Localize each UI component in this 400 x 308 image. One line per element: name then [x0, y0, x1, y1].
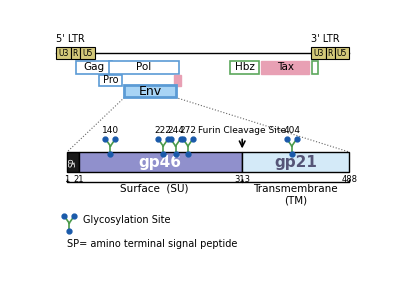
Text: Pol: Pol — [136, 63, 151, 72]
Text: 1: 1 — [64, 175, 70, 184]
Text: Gag: Gag — [84, 63, 105, 72]
Bar — [262, 61, 310, 74]
Bar — [71, 47, 80, 59]
Bar — [80, 47, 95, 59]
Text: 140: 140 — [102, 126, 119, 136]
Text: 5' LTR: 5' LTR — [56, 34, 85, 44]
Text: Env: Env — [138, 85, 162, 98]
Bar — [76, 61, 112, 74]
Bar — [334, 47, 350, 59]
Text: 272: 272 — [180, 126, 196, 136]
Text: 222: 222 — [155, 126, 172, 136]
Text: gp21: gp21 — [274, 155, 317, 170]
Bar — [99, 75, 122, 86]
Text: Furin Cleavage Site: Furin Cleavage Site — [198, 126, 286, 135]
Text: Hbz: Hbz — [234, 63, 254, 72]
Bar — [56, 47, 71, 59]
Text: 488: 488 — [341, 175, 357, 184]
Bar — [326, 47, 334, 59]
Text: 244: 244 — [167, 126, 184, 136]
Bar — [242, 152, 349, 172]
Text: U3: U3 — [58, 49, 69, 58]
Text: 3' LTR: 3' LTR — [311, 34, 340, 44]
Text: Tax: Tax — [277, 63, 294, 72]
Text: SP: SP — [68, 157, 77, 167]
Text: Surface  (SU): Surface (SU) — [120, 184, 189, 193]
Bar — [174, 75, 181, 86]
Bar — [78, 152, 242, 172]
Bar — [67, 152, 78, 172]
Text: 21: 21 — [74, 175, 84, 184]
Bar — [311, 47, 326, 59]
Bar — [230, 61, 259, 74]
Text: U5: U5 — [82, 49, 92, 58]
Bar — [109, 61, 179, 74]
Text: Transmembrane
(TM): Transmembrane (TM) — [253, 184, 338, 205]
Text: 313: 313 — [234, 175, 250, 184]
Text: R: R — [73, 49, 78, 58]
Text: Glycosylation Site: Glycosylation Site — [83, 215, 171, 225]
Text: Pro: Pro — [103, 75, 118, 85]
Bar — [312, 61, 318, 74]
Bar — [124, 85, 176, 97]
Text: U5: U5 — [337, 49, 347, 58]
Text: R: R — [328, 49, 333, 58]
Text: gp46: gp46 — [139, 155, 182, 170]
Text: SP= amino terminal signal peptide: SP= amino terminal signal peptide — [67, 240, 238, 249]
Text: 404: 404 — [283, 126, 300, 136]
Text: U3: U3 — [313, 49, 324, 58]
